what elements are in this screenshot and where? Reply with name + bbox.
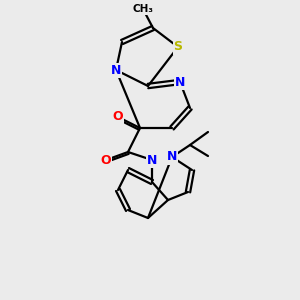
Text: H: H bbox=[165, 151, 175, 164]
Text: O: O bbox=[101, 154, 111, 166]
Text: N: N bbox=[167, 151, 177, 164]
Text: CH₃: CH₃ bbox=[133, 4, 154, 14]
Text: N: N bbox=[175, 76, 185, 88]
Text: O: O bbox=[113, 110, 123, 124]
Text: N: N bbox=[147, 154, 157, 166]
Text: S: S bbox=[173, 40, 182, 53]
Text: N: N bbox=[111, 64, 121, 76]
